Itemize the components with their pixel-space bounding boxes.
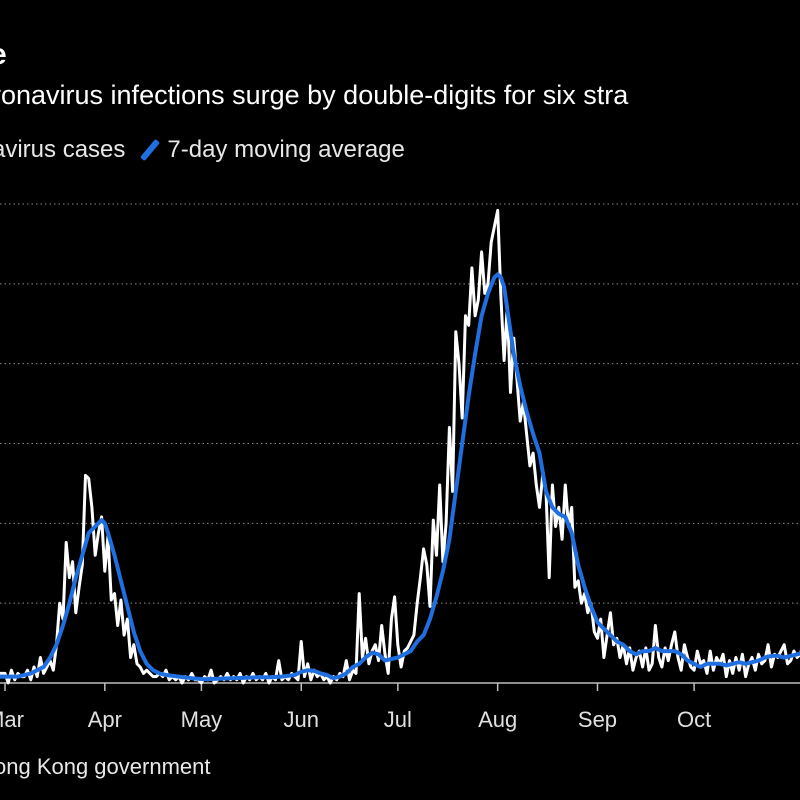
chart-title: e bbox=[0, 38, 7, 72]
x-tick-label-apr: Apr bbox=[88, 707, 122, 732]
legend-label-average: 7-day moving average bbox=[167, 136, 405, 163]
series-line-cases bbox=[0, 208, 800, 685]
x-tick-label-aug: Aug bbox=[478, 707, 517, 732]
legend: avirus cases 7-day moving average bbox=[0, 136, 405, 164]
x-tick-label-jul: Jul bbox=[384, 707, 412, 732]
x-axis: Mar Apr May Jun Jul Aug Sep Oct bbox=[0, 682, 800, 732]
source-note: ong Kong government bbox=[0, 754, 211, 779]
x-tick-label-oct: Oct bbox=[677, 707, 711, 732]
x-tick-label-mar: Mar bbox=[0, 707, 24, 732]
x-tick-label-sep: Sep bbox=[578, 707, 617, 732]
legend-label-cases: avirus cases bbox=[0, 136, 126, 163]
series-line-average bbox=[0, 272, 800, 682]
series-lines bbox=[0, 208, 800, 685]
legend-item-average: 7-day moving average bbox=[140, 136, 405, 164]
legend-item-cases: avirus cases bbox=[0, 136, 125, 164]
x-tick-label-jun: Jun bbox=[283, 707, 318, 732]
gridlines bbox=[0, 203, 800, 604]
chart-subtitle: ronavirus infections surge by double-dig… bbox=[0, 80, 629, 110]
x-tick-label-may: May bbox=[181, 707, 223, 732]
